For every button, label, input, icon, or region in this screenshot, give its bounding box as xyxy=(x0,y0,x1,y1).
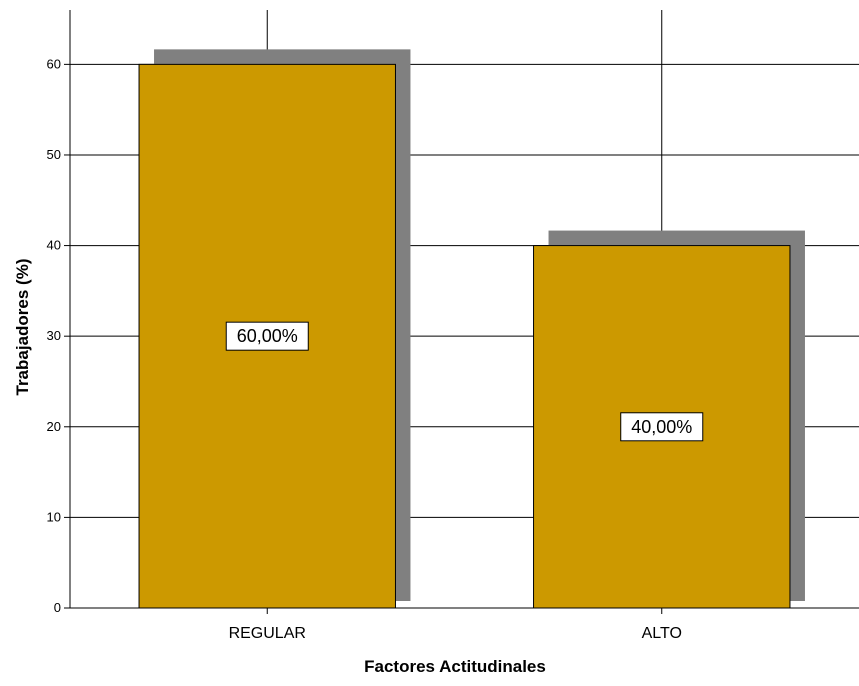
y-tick-label: 40 xyxy=(47,238,61,253)
data-label-layer: 60,00% 40,00% xyxy=(225,321,704,442)
x-tick-label: ALTO xyxy=(642,625,682,642)
data-label: 60,00% xyxy=(225,321,309,351)
y-tick-label: 30 xyxy=(47,328,61,343)
data-label-box xyxy=(620,412,704,442)
data-label-box xyxy=(225,321,309,351)
y-tick-label: 60 xyxy=(47,56,61,71)
y-tick-label: 50 xyxy=(47,147,61,162)
data-label: 40,00% xyxy=(620,412,704,442)
axis-layer: 0 10 20 30 40 50 60 REGULAR ALTO xyxy=(47,10,859,642)
data-label-text: 40,00% xyxy=(631,417,692,437)
data-label-text: 60,00% xyxy=(237,326,298,346)
y-tick-label: 0 xyxy=(54,600,61,615)
y-tick-label: 20 xyxy=(47,419,61,434)
x-axis-title: Factores Actitudinales xyxy=(364,657,546,676)
x-tick-label: REGULAR xyxy=(229,625,306,642)
y-tick-label: 10 xyxy=(47,509,61,524)
y-axis-title: Trabajadores (%) xyxy=(13,259,32,396)
